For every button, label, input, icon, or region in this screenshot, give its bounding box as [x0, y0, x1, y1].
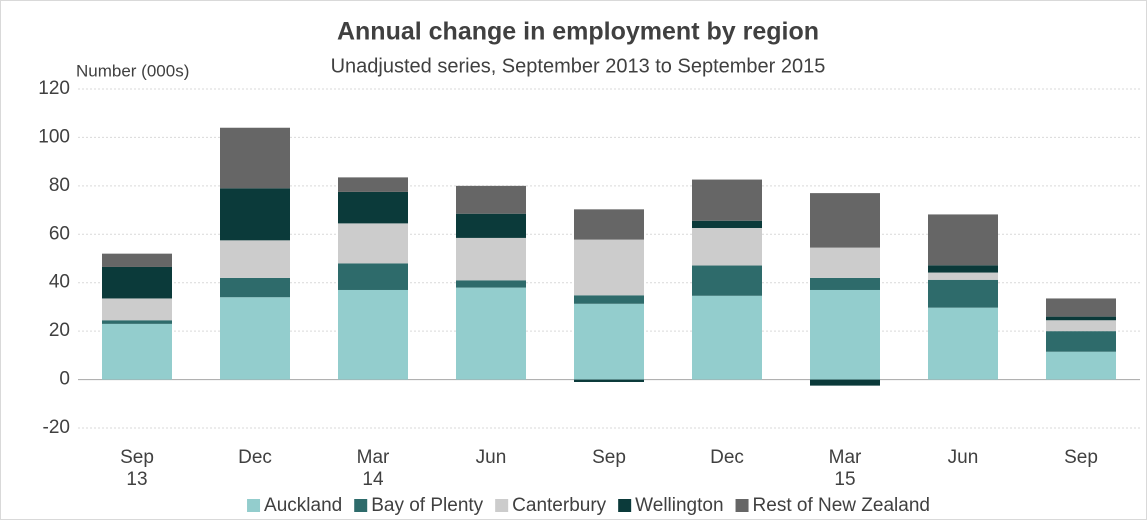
- legend-label: Rest of New Zealand: [753, 495, 930, 516]
- bar-segment: [810, 379, 880, 386]
- bar-segment: [338, 263, 408, 290]
- bar-segment: [102, 323, 172, 380]
- legend-label: Auckland: [264, 495, 342, 516]
- bar-segment: [692, 179, 762, 221]
- bar-segment: [928, 272, 998, 280]
- x-tick-label: Jun: [948, 447, 979, 468]
- x-tick-label: Sep: [592, 447, 626, 468]
- chart-title: Annual change in employment by region: [337, 18, 819, 46]
- bar-segment: [102, 266, 172, 299]
- y-tick-label: 100: [38, 126, 70, 147]
- x-tick-label: Sep: [1064, 447, 1098, 468]
- bar-segment: [1046, 298, 1116, 317]
- x-tick-label: Sep 13: [120, 447, 154, 490]
- bar-segment: [456, 213, 526, 238]
- bar-segment: [574, 295, 644, 304]
- bar-segment: [810, 277, 880, 290]
- bar-segment: [574, 303, 644, 380]
- legend-swatch: [618, 499, 632, 512]
- bar-segment: [220, 127, 290, 189]
- bar-segment: [692, 295, 762, 380]
- legend-label: Bay of Plenty: [371, 495, 483, 516]
- legend-swatch: [495, 499, 509, 512]
- legend-swatch: [247, 499, 261, 512]
- legend-label: Canterbury: [512, 495, 606, 516]
- x-tick-label: Dec: [710, 447, 744, 468]
- chart-subtitle: Unadjusted series, September 2013 to Sep…: [331, 55, 826, 77]
- bar-segment: [338, 177, 408, 192]
- bar-segment: [1046, 351, 1116, 380]
- bar-segment: [220, 277, 290, 298]
- x-tick-label: Dec: [238, 447, 272, 468]
- bar-segment: [102, 253, 172, 267]
- legend-label: Wellington: [635, 495, 723, 516]
- y-axis-label: Number (000s): [76, 61, 189, 80]
- x-tick-label: Mar 14: [357, 447, 390, 490]
- bar-segment: [692, 220, 762, 228]
- bar-segment: [574, 379, 644, 382]
- y-tick-label: 60: [49, 223, 70, 244]
- bar-segment: [338, 191, 408, 224]
- bar-segment: [692, 265, 762, 296]
- legend-swatch: [354, 499, 368, 512]
- bar-segment: [928, 265, 998, 273]
- bar-segment: [456, 185, 526, 214]
- y-tick-label: 80: [49, 175, 70, 196]
- bar-segment: [810, 193, 880, 248]
- y-tick-label: 0: [59, 369, 70, 390]
- bar-segment: [574, 209, 644, 240]
- legend-swatch: [735, 499, 749, 512]
- x-tick-label: Jun: [476, 447, 507, 468]
- x-tick-label: Mar 15: [829, 447, 862, 490]
- bar-segment: [456, 237, 526, 281]
- bar-segment: [220, 188, 290, 241]
- bar-segment: [338, 289, 408, 380]
- bar-segment: [1046, 331, 1116, 352]
- bar-segment: [102, 320, 172, 324]
- y-tick-label: 20: [49, 320, 70, 341]
- bar-segment: [810, 247, 880, 278]
- bar-segment: [1046, 316, 1116, 321]
- bar-segment: [456, 287, 526, 380]
- y-tick-label: -20: [43, 417, 70, 438]
- bar-segment: [692, 227, 762, 266]
- bar-segment: [102, 298, 172, 321]
- bar-segment: [928, 279, 998, 308]
- y-tick-label: 40: [49, 272, 70, 293]
- bar-segment: [574, 239, 644, 296]
- bar-segment: [220, 297, 290, 380]
- bar-segment: [456, 280, 526, 288]
- bar-segment: [1046, 320, 1116, 332]
- bar-segment: [220, 240, 290, 278]
- bar-segment: [928, 214, 998, 266]
- y-tick-label: 120: [38, 78, 70, 99]
- bar-segment: [928, 307, 998, 380]
- bar-segment: [338, 223, 408, 264]
- legend: Auckland Bay of Plenty Canterbury Wellingto…: [247, 495, 930, 516]
- bar-segment: [810, 289, 880, 380]
